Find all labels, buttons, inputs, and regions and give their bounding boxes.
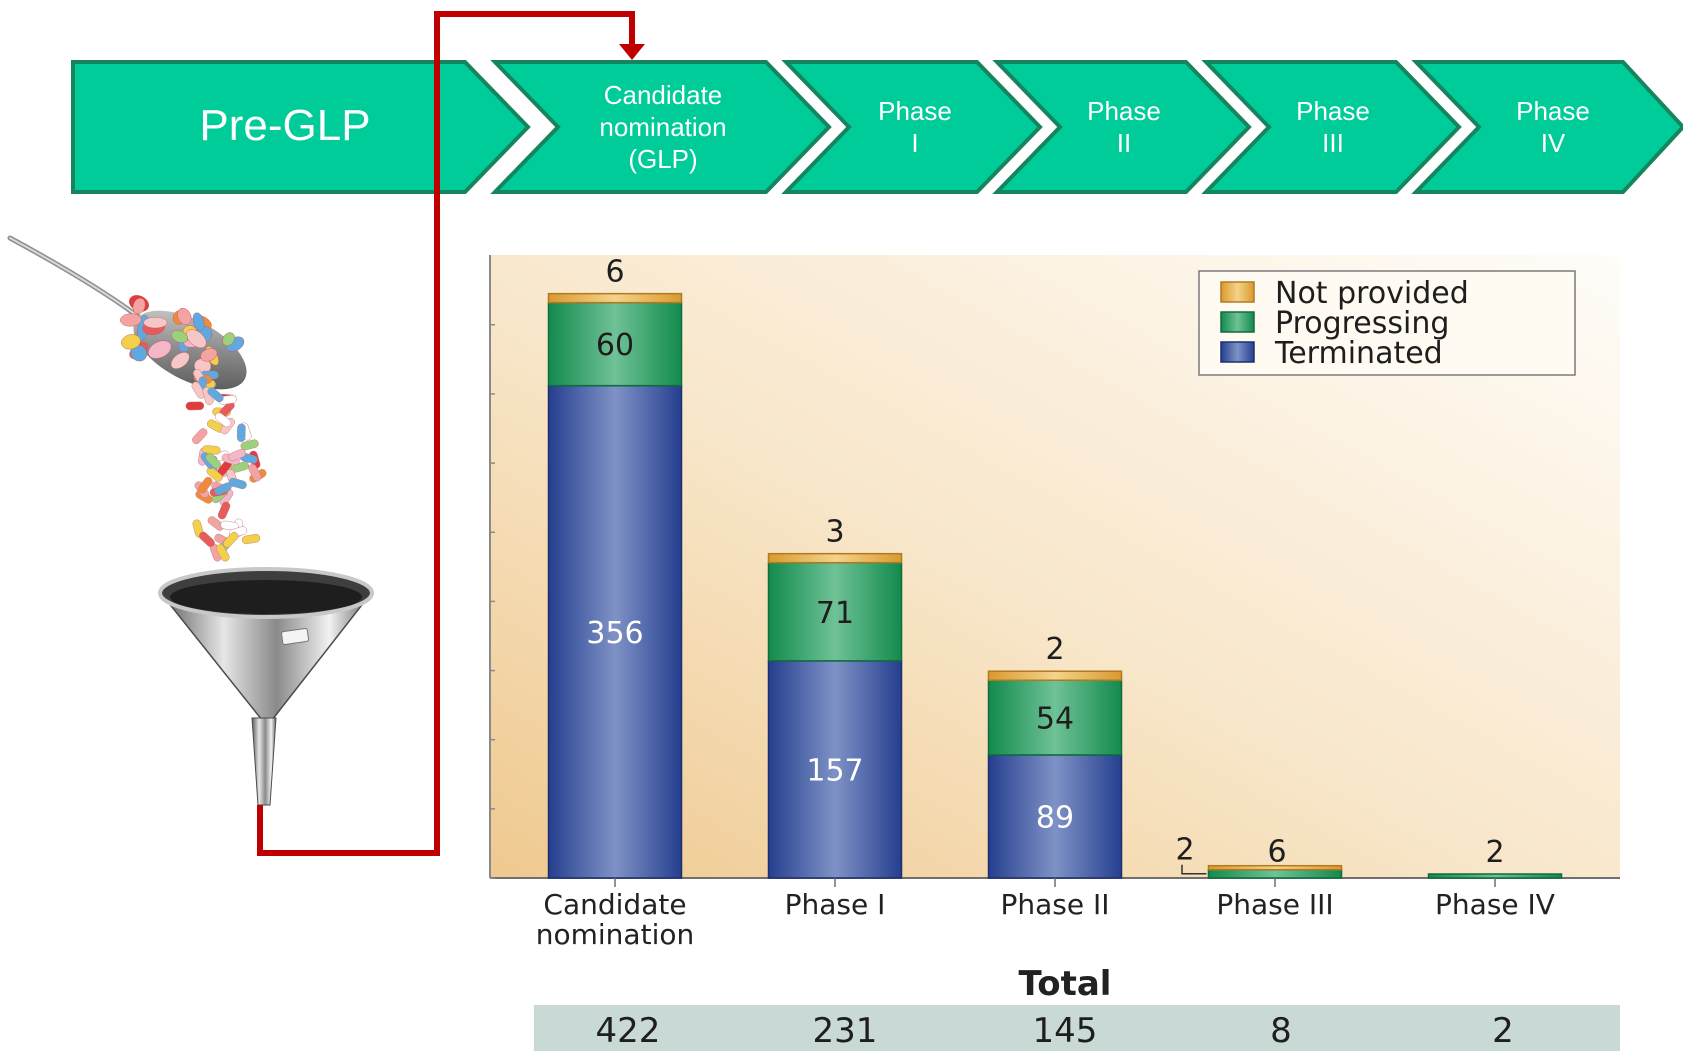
total-value: 8 <box>1270 1011 1292 1051</box>
bar-terminated <box>767 660 903 879</box>
bar-terminated <box>987 754 1123 879</box>
data-label-progressing: 6 <box>1267 835 1286 870</box>
x-tick-label: Phase III <box>1216 888 1333 921</box>
pipeline-banner: Pre-GLPCandidatenomination(GLP)PhaseIPha… <box>71 60 1683 194</box>
data-label-progressing: 60 <box>596 328 634 363</box>
pipeline-stage-4 <box>992 60 1252 194</box>
x-tick-label: nomination <box>536 918 694 951</box>
data-label-not-provided: 2 <box>1175 833 1194 868</box>
legend-box <box>1198 270 1576 376</box>
data-label-not-provided: 3 <box>825 515 844 550</box>
pipeline-stage-label: Candidate <box>604 80 723 110</box>
totals-label: Total <box>1019 964 1112 1004</box>
pipeline-stage-label: Phase <box>1087 96 1161 126</box>
flow-arrow <box>257 11 645 856</box>
pipeline-stage-5 <box>1201 60 1462 194</box>
total-value: 422 <box>596 1011 661 1051</box>
data-label-not-provided: 2 <box>1045 632 1064 667</box>
legend-swatch-progressing <box>1220 311 1255 333</box>
total-value: 2 <box>1492 1011 1514 1051</box>
pipeline-stage-3 <box>781 60 1043 194</box>
x-tick-label: Phase I <box>785 888 886 921</box>
total-value: 145 <box>1033 1011 1098 1051</box>
x-tick-label: Phase II <box>1000 888 1109 921</box>
bar-progressing <box>767 561 903 662</box>
bar-progressing <box>1427 873 1563 879</box>
pipeline-stage-label: II <box>1117 128 1131 158</box>
totals-row-background <box>534 1005 1620 1051</box>
pipeline-stage-label: Phase <box>1516 96 1590 126</box>
bar-not-provided <box>1207 864 1343 871</box>
legend-label: Progressing <box>1275 306 1449 341</box>
pipeline-stage-6 <box>1411 60 1683 194</box>
data-label-not-provided: 6 <box>605 255 624 290</box>
pipeline-stage-label: Phase <box>1296 96 1370 126</box>
data-label-progressing: 71 <box>816 596 854 631</box>
data-label-progressing: 2 <box>1485 835 1504 870</box>
bar-not-provided <box>987 670 1123 681</box>
legend-label: Terminated <box>1274 336 1443 371</box>
leader-line <box>1181 864 1207 875</box>
total-value: 231 <box>813 1011 878 1051</box>
pipeline-stage-label: IV <box>1541 128 1566 158</box>
data-label-progressing: 54 <box>1036 702 1074 737</box>
pipeline-stage-label: (GLP) <box>628 144 697 174</box>
pipeline-stage-label: I <box>911 128 918 158</box>
spoon-of-pills <box>7 235 247 390</box>
x-tick-label: Candidate <box>543 888 686 921</box>
bar-terminated <box>547 384 683 879</box>
pipeline-stage-label: nomination <box>599 112 726 142</box>
bar-not-provided <box>547 292 683 304</box>
pipeline-stage-label: III <box>1322 128 1344 158</box>
data-label-terminated: 356 <box>586 616 643 651</box>
bar-not-provided <box>767 552 903 564</box>
pipeline-stage-1 <box>71 60 531 194</box>
data-label-terminated: 89 <box>1036 800 1074 835</box>
pipeline-stage-2 <box>490 60 832 194</box>
legend-label: Not provided <box>1275 276 1469 311</box>
legend-swatch-not-provided <box>1220 281 1255 303</box>
bar-progressing <box>547 301 683 387</box>
pills-funnel-illustration <box>7 235 374 806</box>
legend-swatch-terminated <box>1220 341 1255 363</box>
pipeline-stage-label: Phase <box>878 96 952 126</box>
x-tick-label: Phase IV <box>1435 888 1555 921</box>
falling-pills <box>185 369 267 562</box>
pipeline-stage-label: Pre-GLP <box>199 101 370 150</box>
funnel <box>158 567 374 806</box>
bar-progressing <box>1207 868 1343 879</box>
data-label-terminated: 157 <box>806 753 863 788</box>
totals-table: Total 422 231 145 8 2 <box>534 964 1620 1051</box>
